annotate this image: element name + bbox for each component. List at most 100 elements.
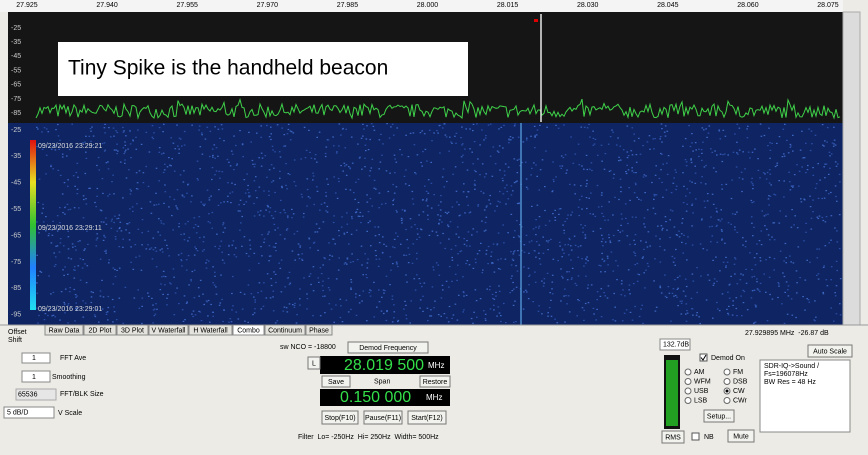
waterfall-speck [818,279,820,280]
waterfall-speck [643,176,645,177]
waterfall-speck [228,254,230,255]
tab-label: Continuum [268,327,302,334]
waterfall-speck [283,209,285,210]
waterfall-speck [333,145,335,146]
waterfall-speck [105,250,107,251]
waterfall-speck [536,176,538,177]
waterfall-speck [254,308,256,309]
mode-radio[interactable] [685,398,691,404]
waterfall-speck [672,293,674,294]
waterfall-speck [194,297,196,298]
mode-radio[interactable] [724,398,730,404]
scrollbar[interactable] [843,12,860,325]
waterfall-speck [322,281,324,282]
waterfall-speck [396,211,398,212]
waterfall-speck [165,276,167,277]
waterfall-speck [301,259,303,260]
mode-radio[interactable] [724,369,730,375]
waterfall-speck [706,299,708,300]
waterfall-speck [836,230,838,231]
waterfall-speck [178,303,180,304]
waterfall-speck [640,154,642,155]
waterfall-speck [406,318,408,319]
waterfall-speck [104,132,106,133]
waterfall-speck [397,236,399,237]
waterfall-speck [626,173,628,174]
waterfall-speck [543,253,545,254]
waterfall-speck [809,302,811,303]
waterfall-speck [116,319,118,320]
center-unit: MHz [428,361,444,370]
waterfall-speck [801,166,803,167]
waterfall-speck [378,207,380,208]
waterfall-speck [590,213,592,214]
waterfall-speck [316,223,318,224]
waterfall-speck [825,190,827,191]
nb-checkbox[interactable] [692,433,699,440]
waterfall-speck [698,316,700,317]
waterfall-speck [256,133,258,134]
waterfall-speck [39,179,41,180]
waterfall-speck [147,244,149,245]
mode-radio[interactable] [685,388,691,394]
waterfall-speck [565,295,567,296]
waterfall-speck [270,297,272,298]
waterfall-speck [785,257,787,258]
mode-radio[interactable] [685,369,691,375]
level-readout: 132.7dB [663,341,689,348]
waterfall-speck [688,125,690,126]
waterfall-speck [292,304,294,305]
waterfall-speck [747,309,749,310]
waterfall-speck [392,184,394,185]
waterfall-speck [517,271,519,272]
waterfall-speck [334,243,336,244]
waterfall-speck [439,275,441,276]
waterfall-speck [569,239,571,240]
waterfall-speck [770,196,772,197]
waterfall-speck [426,200,428,201]
waterfall-speck [579,164,581,165]
waterfall-speck [705,183,707,184]
waterfall-speck [618,160,620,161]
nco-label: sw NCO = -18800 [280,344,336,351]
waterfall-speck [67,179,69,180]
waterfall-speck [767,145,769,146]
waterfall-speck [405,229,407,230]
waterfall-speck [244,294,246,295]
waterfall-speck [209,222,211,223]
waterfall-speck [132,211,134,212]
waterfall-speck [197,250,199,251]
waterfall-speck [490,256,492,257]
waterfall-speck [437,214,439,215]
waterfall-speck [513,260,515,261]
waterfall-speck [98,157,100,158]
waterfall-speck [184,145,186,146]
waterfall-speck [162,251,164,252]
waterfall-speck [361,246,363,247]
fft-ave-input[interactable] [22,353,50,363]
smoothing-input[interactable] [22,371,50,382]
waterfall-speck [94,202,96,203]
waterfall-speck [417,228,419,229]
waterfall-speck [108,262,110,263]
waterfall-speck [704,207,706,208]
waterfall-speck [514,125,516,126]
waterfall-speck [104,142,106,143]
waterfall-speck [249,245,251,246]
waterfall-speck [593,145,595,146]
waterfall-speck [233,240,235,241]
waterfall-speck [212,155,214,156]
waterfall-speck [620,159,622,160]
waterfall-speck [835,161,837,162]
waterfall-speck [148,296,150,297]
waterfall-speck [296,322,298,323]
waterfall-speck [597,155,599,156]
waterfall-speck [698,149,700,150]
waterfall-speck [607,264,609,265]
mode-radio[interactable] [685,379,691,385]
waterfall-speck [181,253,183,254]
waterfall-speck [518,159,520,160]
waterfall-speck [346,175,348,176]
mode-radio[interactable] [724,379,730,385]
waterfall-speck [327,184,329,185]
